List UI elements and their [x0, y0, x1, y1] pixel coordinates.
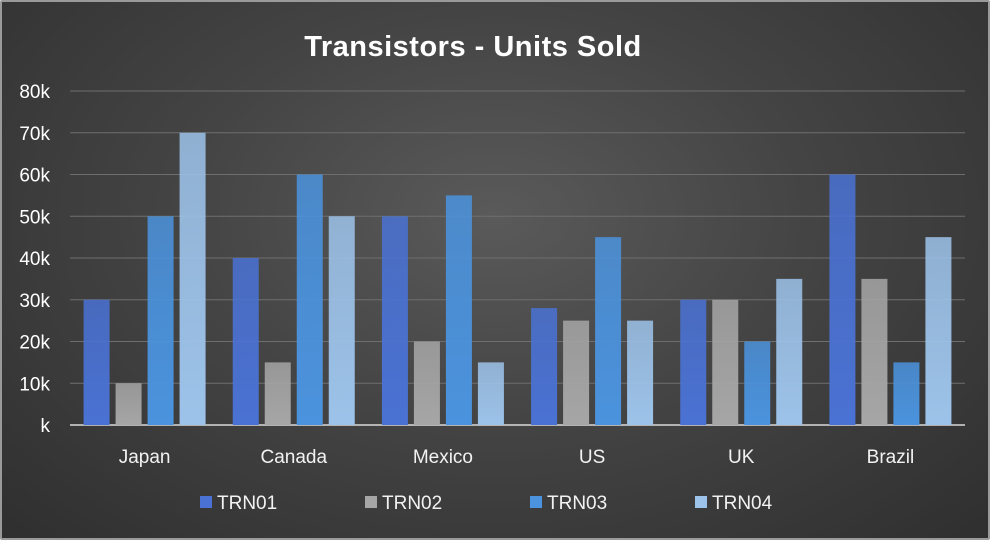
y-tick-label: k [41, 416, 51, 437]
legend-label-trn04: TRN04 [712, 493, 773, 514]
bar-trn01-us [531, 308, 558, 425]
chart-title: Transistors - Units Sold [304, 31, 642, 63]
legend-swatch-trn04 [695, 496, 707, 508]
bar-trn02-mexico [413, 341, 440, 425]
x-tick-label: US [579, 447, 605, 468]
bar-trn02-brazil [861, 278, 888, 425]
y-tick-label: 80k [19, 82, 50, 103]
x-tick-label: Canada [260, 447, 327, 468]
x-tick-label: Japan [119, 447, 171, 468]
bar-trn03-us [595, 237, 622, 425]
x-tick-label: Mexico [413, 447, 473, 468]
bar-trn04-canada [328, 216, 355, 425]
legend-swatch-trn03 [530, 496, 542, 508]
bar-trn01-mexico [381, 216, 408, 425]
y-tick-label: 70k [19, 124, 50, 145]
y-tick-label: 20k [19, 333, 50, 354]
y-tick-label: 30k [19, 291, 50, 312]
y-tick-label: 50k [19, 207, 50, 228]
legend-label-trn03: TRN03 [547, 493, 607, 514]
x-tick-label: Brazil [867, 447, 915, 468]
bar-trn03-japan [147, 216, 174, 425]
bar-trn03-mexico [445, 195, 472, 425]
bar-trn04-mexico [477, 362, 504, 425]
gridlines [70, 90, 965, 426]
legend-swatch-trn02 [365, 496, 377, 508]
bar-trn01-canada [232, 258, 259, 425]
bar-trn01-brazil [829, 174, 856, 425]
bar-trn04-japan [179, 132, 206, 425]
bar-trn03-canada [296, 174, 323, 425]
legend-label-trn02: TRN02 [382, 493, 442, 514]
bar-trn01-uk [680, 299, 707, 425]
bar-trn02-uk [712, 299, 739, 425]
y-tick-label: 40k [19, 249, 50, 270]
y-tick-label: 10k [19, 374, 50, 395]
legend-swatch-trn01 [200, 496, 212, 508]
bar-trn02-canada [264, 362, 291, 425]
bar-trn04-brazil [925, 237, 952, 425]
y-axis: k 10k 20k 30k 40k 50k 60k 70k 80k [19, 82, 50, 437]
bar-trn02-japan [115, 383, 142, 425]
bar-trn03-uk [744, 341, 771, 425]
bar-trn04-uk [776, 278, 803, 425]
bars [83, 132, 952, 425]
bar-trn03-brazil [893, 362, 920, 425]
x-tick-label: UK [728, 447, 755, 468]
legend-label-trn01: TRN01 [217, 493, 277, 514]
y-tick-label: 60k [19, 166, 50, 187]
x-axis: Japan Canada Mexico US UK Brazil [119, 447, 914, 468]
bar-trn04-us [627, 320, 654, 425]
bar-trn02-us [563, 320, 590, 425]
bar-trn01-japan [83, 299, 110, 425]
legend: TRN01 TRN02 TRN03 TRN04 [200, 493, 773, 514]
